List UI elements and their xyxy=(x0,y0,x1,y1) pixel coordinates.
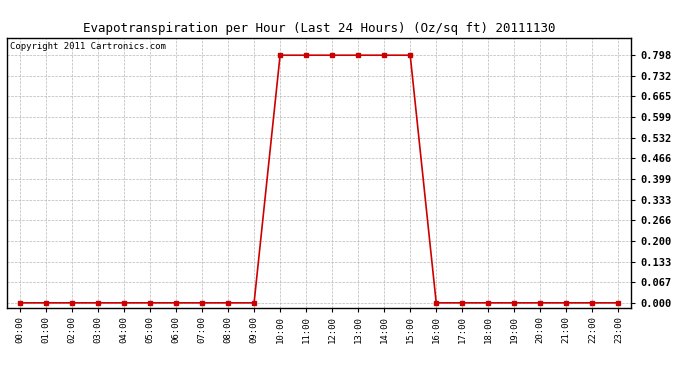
Text: Copyright 2011 Cartronics.com: Copyright 2011 Cartronics.com xyxy=(10,42,166,51)
Title: Evapotranspiration per Hour (Last 24 Hours) (Oz/sq ft) 20111130: Evapotranspiration per Hour (Last 24 Hou… xyxy=(83,22,555,35)
